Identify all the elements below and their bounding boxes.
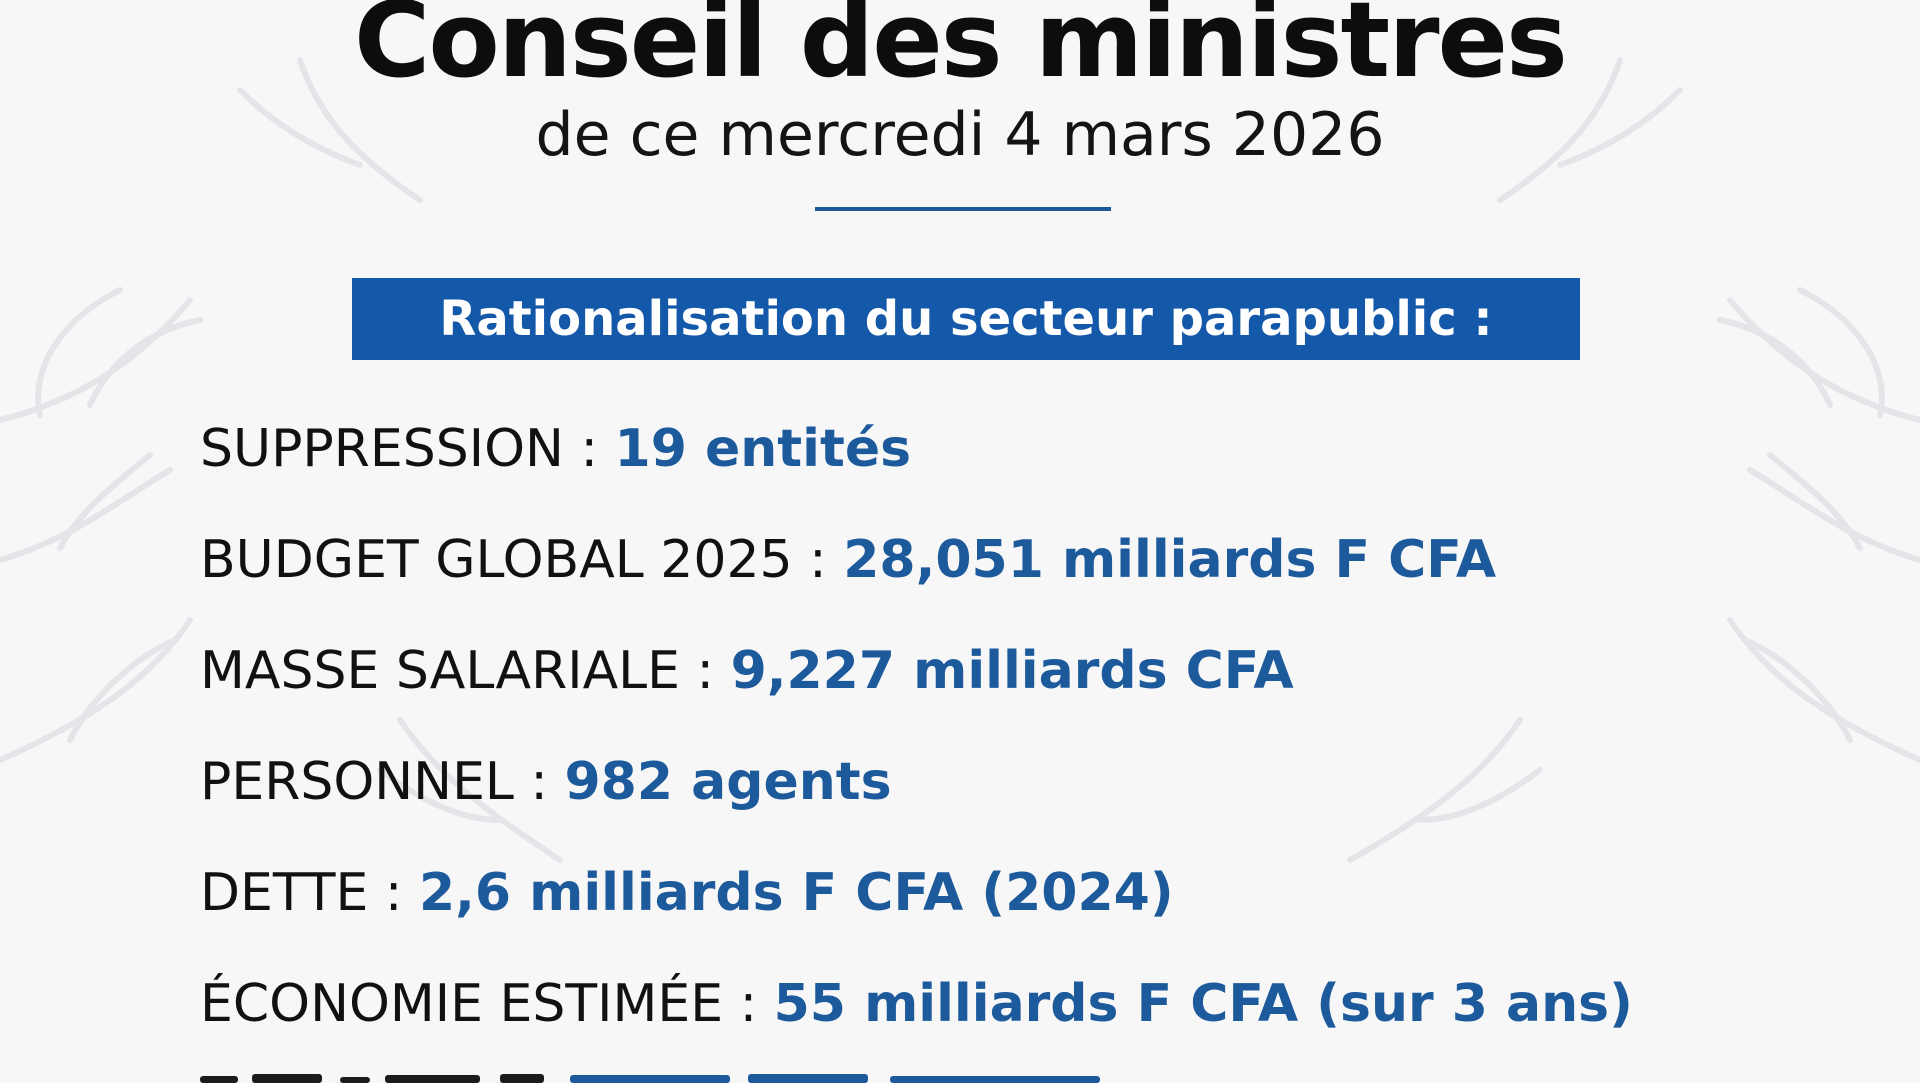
stat-value: 982 agents (564, 752, 892, 812)
stat-value: 19 entités (614, 419, 912, 479)
stat-label: ÉCONOMIE ESTIMÉE : (200, 974, 774, 1034)
stat-value: 55 milliards F CFA (sur 3 ans) (773, 974, 1633, 1034)
stat-row-masse-salariale: MASSE SALARIALE : 9,227 milliards CFA (200, 627, 1880, 738)
section-banner-text: Rationalisation du secteur parapublic : (439, 291, 1493, 347)
stat-label: PERSONNEL : (200, 752, 565, 812)
stat-value: 2,6 milliards F CFA (2024) (418, 863, 1174, 923)
title-divider (815, 207, 1111, 211)
stats-list: SUPPRESSION : 19 entités BUDGET GLOBAL 2… (200, 405, 1880, 1071)
section-banner: Rationalisation du secteur parapublic : (352, 278, 1580, 360)
stat-label: MASSE SALARIALE : (200, 641, 731, 701)
page-title: Conseil des ministres (354, 0, 1568, 101)
stat-row-personnel: PERSONNEL : 982 agents (200, 738, 1880, 849)
cropped-text-row (200, 1074, 1100, 1083)
stat-label: SUPPRESSION : (200, 419, 615, 479)
page-subtitle: de ce mercredi 4 mars 2026 (535, 100, 1385, 170)
stat-row-economie: ÉCONOMIE ESTIMÉE : 55 milliards F CFA (s… (200, 960, 1880, 1071)
stat-row-suppression: SUPPRESSION : 19 entités (200, 405, 1880, 516)
stat-row-dette: DETTE : 2,6 milliards F CFA (2024) (200, 849, 1880, 960)
stat-label: BUDGET GLOBAL 2025 : (200, 530, 844, 590)
stat-label: DETTE : (200, 863, 419, 923)
stat-value: 9,227 milliards CFA (730, 641, 1294, 701)
stat-row-budget: BUDGET GLOBAL 2025 : 28,051 milliards F … (200, 516, 1880, 627)
stat-value: 28,051 milliards F CFA (843, 530, 1497, 590)
